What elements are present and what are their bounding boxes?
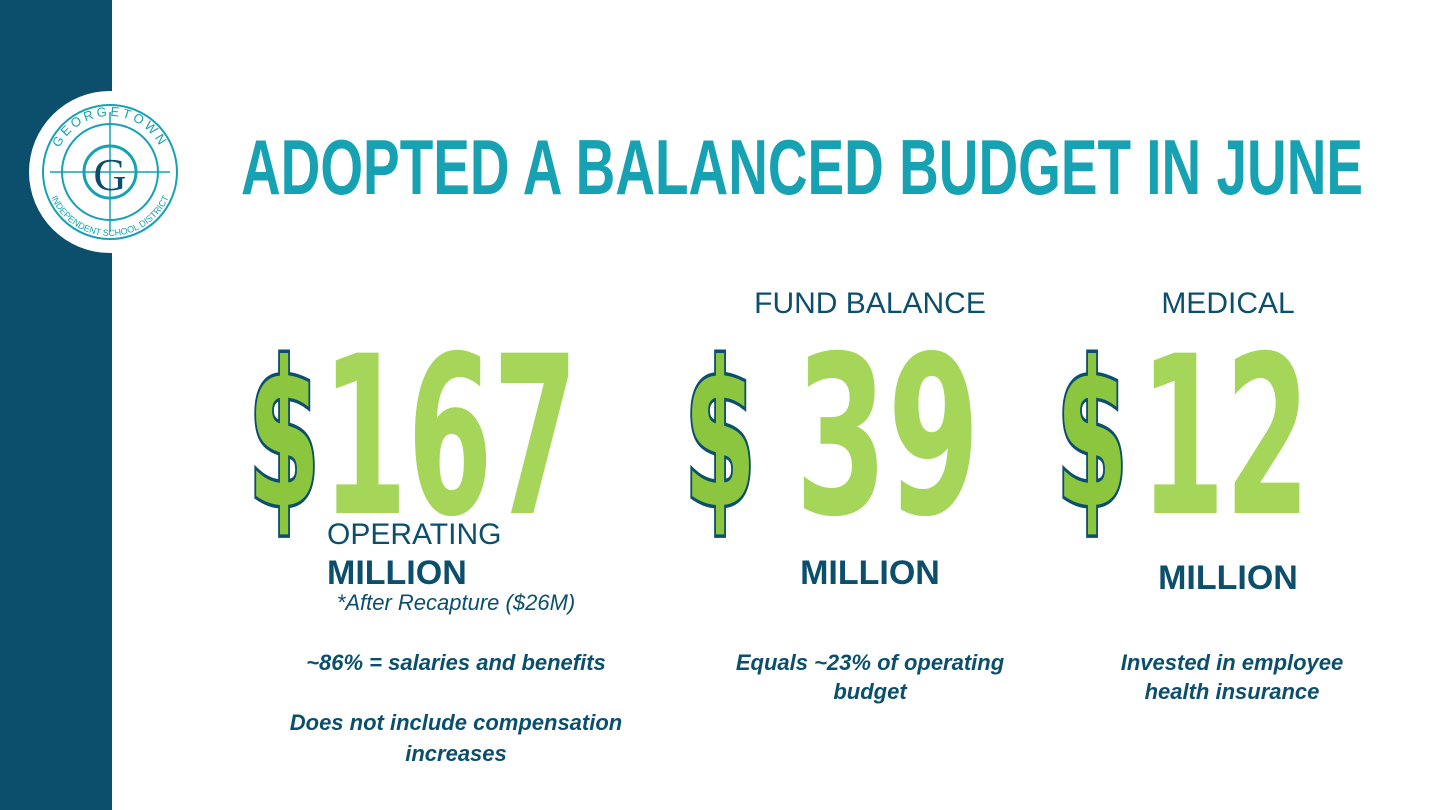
- unit: MILLION: [800, 554, 940, 592]
- note: increases: [405, 741, 507, 766]
- footnote: *After Recapture ($26M): [337, 590, 575, 615]
- note: health insurance: [1145, 679, 1320, 704]
- amount: 12: [1140, 309, 1310, 565]
- note: Does not include compensation: [290, 710, 622, 735]
- logo: GEORGETOWN INDEPENDENT SCHOOL DISTRICT G: [29, 91, 191, 253]
- amount: 39: [795, 309, 980, 565]
- currency: $: [684, 320, 756, 553]
- note: Equals ~23% of operating: [736, 650, 1005, 675]
- column-label: MEDICAL: [1161, 287, 1294, 320]
- column-label: OPERATING: [327, 518, 501, 551]
- amount: 167: [322, 309, 578, 565]
- unit: MILLION: [1158, 559, 1298, 597]
- note: budget: [833, 679, 908, 704]
- note: ~86% = salaries and benefits: [306, 650, 606, 675]
- logo-letter: G: [93, 149, 126, 200]
- note: Invested in employee: [1121, 650, 1344, 675]
- currency: $: [248, 320, 320, 553]
- currency: $: [1056, 320, 1128, 553]
- unit: MILLION: [327, 554, 467, 592]
- slide-title: ADOPTED A BALANCED BUDGET IN JUNE: [241, 123, 1363, 211]
- column-label: FUND BALANCE: [754, 287, 986, 320]
